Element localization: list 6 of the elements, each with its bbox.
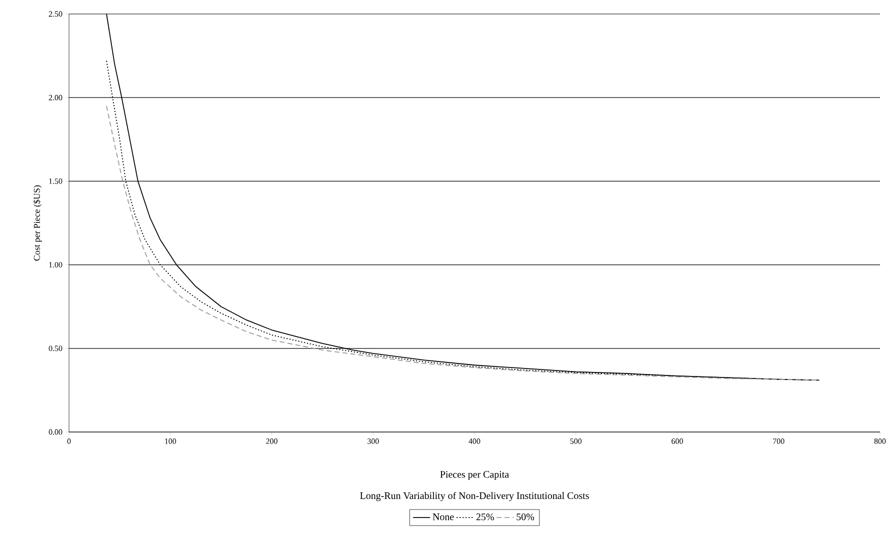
legend-label: None	[432, 514, 454, 520]
legend-label: 50%	[516, 514, 534, 520]
legend-label: 25%	[476, 514, 494, 520]
y-axis-title: Cost per Piece ($US)	[33, 185, 42, 261]
legend-title: Long-Run Variability of Non-Delivery Institutional Costs	[360, 492, 589, 502]
x-axis-title: Pieces per Capita	[440, 471, 509, 480]
